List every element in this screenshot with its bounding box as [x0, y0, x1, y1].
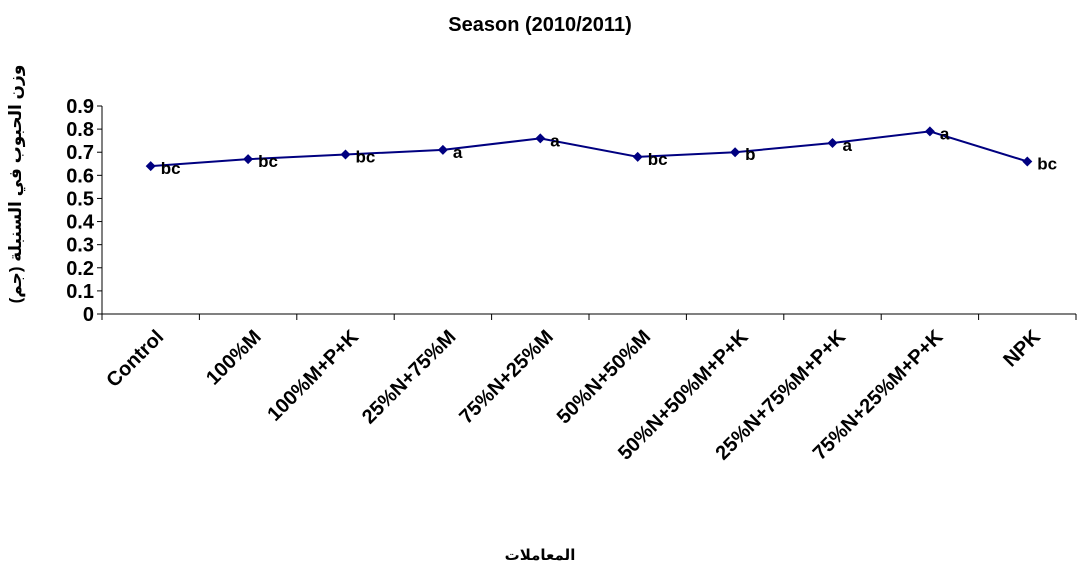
data-point-marker [243, 154, 254, 165]
data-point-label: bc [258, 152, 278, 171]
data-point-label: bc [161, 159, 181, 178]
y-tick-label: 0.4 [66, 212, 95, 234]
x-ticks: Control 100%M100%M+P+K25%N+75%M75%N+25%M5… [101, 314, 1077, 465]
y-ticks: 00.10.20.30.40.50.60.70.80.9 [66, 96, 102, 326]
data-point-label: bc [648, 150, 668, 169]
y-tick-label: 0.3 [66, 235, 94, 257]
y-tick-label: 0.9 [66, 96, 94, 118]
data-point-marker [437, 144, 448, 155]
chart-title: Season (2010/2011) [448, 14, 632, 36]
y-tick-label: 0.7 [66, 142, 94, 164]
data-point-label: a [940, 124, 950, 143]
data-point-label: bc [1037, 154, 1057, 173]
y-tick-label: 0.5 [66, 188, 94, 210]
x-tick-label: 75%N+25%M [455, 326, 557, 428]
data-point-label: a [843, 136, 853, 155]
data-point-marker [340, 149, 351, 160]
data-point-marker [730, 147, 741, 158]
x-tick-label: Control [102, 326, 168, 392]
data-point-label: a [550, 131, 560, 150]
y-tick-label: 0.1 [66, 281, 94, 303]
x-tick-label: 25%N+75%M [358, 326, 460, 428]
data-point-label: b [745, 145, 755, 164]
data-point-marker [1022, 156, 1033, 167]
data-point-marker [632, 151, 643, 162]
x-tick-label: 100%M+P+K [263, 326, 363, 426]
data-point-label: bc [356, 148, 376, 167]
y-tick-label: 0.2 [66, 258, 94, 280]
x-axis-title: المعاملات [504, 547, 576, 564]
y-tick-label: 0.8 [66, 119, 94, 141]
data-point-marker [535, 133, 546, 144]
x-tick-label: NPK [999, 326, 1045, 372]
data-point-marker [145, 161, 156, 172]
data-point-marker [924, 126, 935, 137]
axes [101, 106, 1076, 315]
data-point-label: a [453, 143, 463, 162]
series-line [150, 130, 1028, 168]
y-tick-label: 0.6 [66, 165, 94, 187]
data-point-marker [827, 137, 838, 148]
x-tick-label: 50%N+50%M [553, 326, 655, 428]
x-tick-label: 100%M [202, 326, 266, 390]
y-tick-label: 0 [83, 304, 94, 326]
series: bc bc bc a a bc b a a bc [145, 124, 1057, 178]
